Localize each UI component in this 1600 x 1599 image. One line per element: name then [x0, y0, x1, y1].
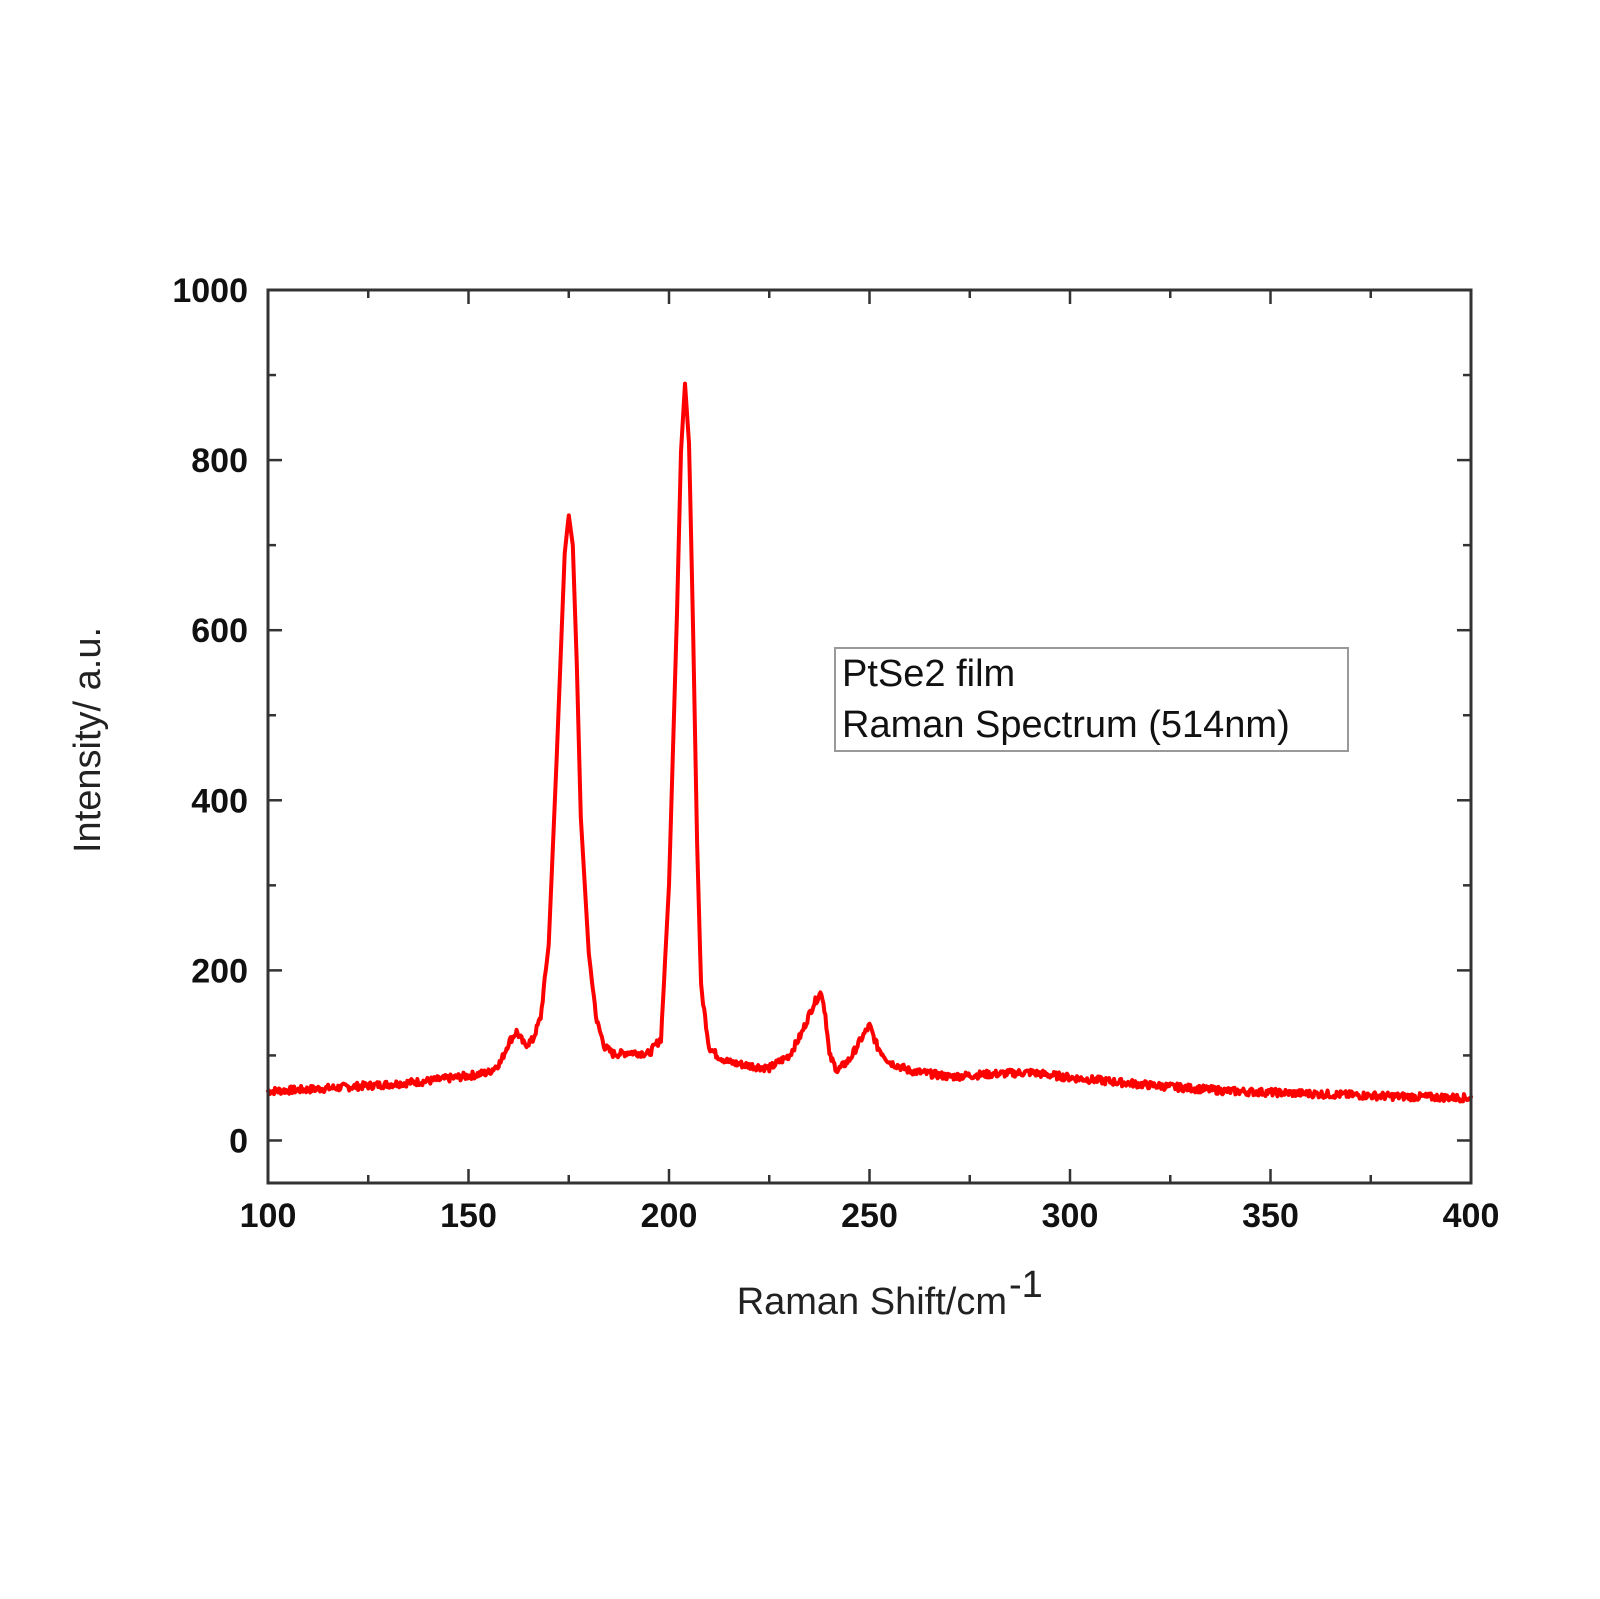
legend-frame [834, 647, 1349, 752]
y-tick-label: 1000 [172, 272, 248, 310]
y-axis-title: Intensity/ a.u. [67, 627, 109, 853]
x-tick-label: 150 [440, 1197, 497, 1235]
y-tick-label: 600 [191, 612, 248, 650]
legend-box: PtSe2 film Raman Spectrum (514nm) [834, 647, 1349, 752]
spectrum-line [266, 381, 1473, 1104]
legend-line-1: PtSe2 film [842, 653, 1015, 695]
x-tick-label: 400 [1443, 1197, 1500, 1235]
x-tick-label: 250 [841, 1197, 898, 1235]
x-tick-label: 350 [1242, 1197, 1299, 1235]
y-tick-label: 400 [191, 782, 248, 820]
x-tick-label: 200 [641, 1197, 698, 1235]
y-tick-label: 200 [191, 952, 248, 990]
tick-labels-layer: 100 150 200 250 300 350 400 0 200 400 600 800 1000 [172, 272, 1499, 1235]
x-axis-title: Raman Shift/cm -1 [737, 1264, 1043, 1323]
x-tick-label: 100 [240, 1197, 297, 1235]
x-axis-title-text: Raman Shift/cm [737, 1281, 1007, 1323]
x-axis-title-superscript: -1 [1009, 1264, 1043, 1306]
y-tick-label: 800 [191, 442, 248, 480]
y-tick-label: 0 [229, 1122, 248, 1160]
x-tick-label: 300 [1042, 1197, 1099, 1235]
legend-line-2: Raman Spectrum (514nm) [842, 704, 1290, 746]
plot-frame [266, 288, 1473, 1185]
